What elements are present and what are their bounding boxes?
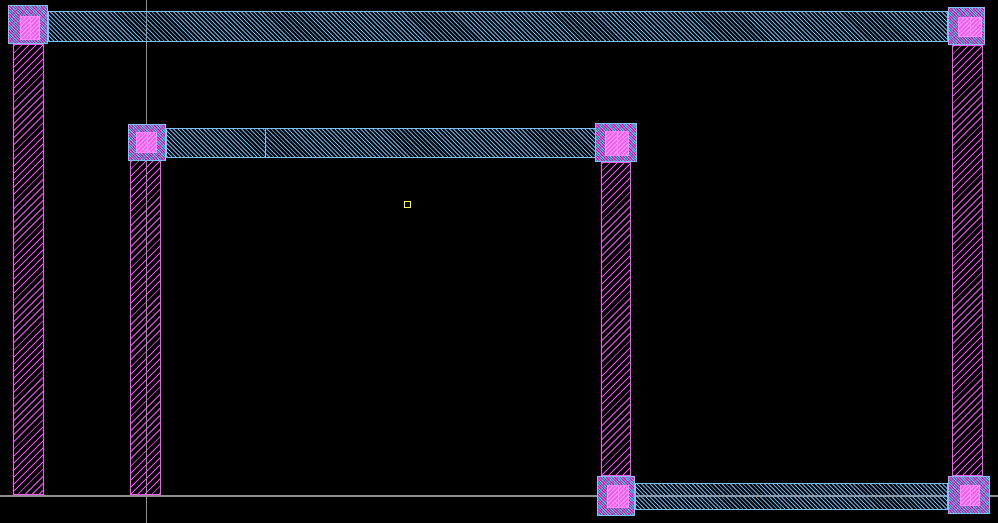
- via-contact-bottom-mid[interactable]: [597, 476, 635, 516]
- origin-axis-horizontal: [0, 495, 998, 497]
- via-contact-top-left[interactable]: [8, 5, 48, 44]
- via-contact-mid-right[interactable]: [595, 123, 637, 162]
- metal1-wire-middle[interactable]: [166, 128, 596, 158]
- metal1-wire-bottom[interactable]: [635, 483, 948, 510]
- via-contact-bottom-right[interactable]: [948, 476, 990, 514]
- via-contact-mid-left[interactable]: [128, 124, 166, 161]
- via-cut-pad: [607, 485, 629, 508]
- metal1-wire-top[interactable]: [48, 11, 948, 42]
- metal2-wire-left-outer[interactable]: [13, 44, 44, 495]
- via-cut-divider: [970, 486, 971, 505]
- via-cut-pad: [958, 17, 982, 37]
- via-cut-pad: [605, 131, 629, 156]
- via-cut-pad: [136, 132, 157, 153]
- via-cut-divider: [970, 18, 971, 36]
- via-cut-divider: [617, 132, 618, 155]
- via-cut-divider: [618, 486, 619, 507]
- via-cut-divider: [30, 17, 31, 39]
- metal2-wire-left-inner[interactable]: [130, 160, 161, 495]
- metal1-wire-seam: [265, 129, 266, 157]
- edit-box-cursor[interactable]: [404, 201, 411, 208]
- metal2-wire-right-outer[interactable]: [952, 45, 983, 476]
- via-contact-top-right[interactable]: [948, 7, 985, 45]
- via-cut-pad: [960, 485, 980, 506]
- via-cut-divider: [146, 133, 148, 152]
- via-cut-pad: [20, 16, 40, 40]
- metal2-wire-right-inner[interactable]: [601, 162, 631, 476]
